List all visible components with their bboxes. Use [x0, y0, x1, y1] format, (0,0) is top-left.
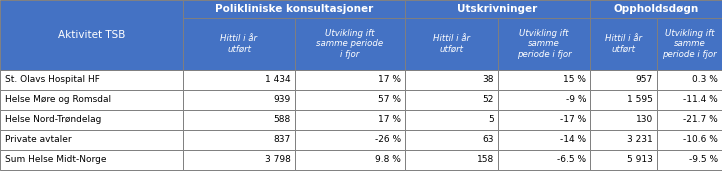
Text: 52: 52 — [482, 95, 494, 105]
Bar — [405, 90, 498, 110]
Bar — [295, 150, 405, 170]
Text: Sum Helse Midt-Norge: Sum Helse Midt-Norge — [5, 155, 107, 164]
Bar — [405, 150, 498, 170]
Text: 939: 939 — [274, 95, 291, 105]
Text: 130: 130 — [636, 116, 653, 125]
Text: -21.7 %: -21.7 % — [683, 116, 718, 125]
Bar — [295, 90, 405, 110]
Bar — [183, 90, 295, 110]
Bar — [657, 70, 722, 90]
Text: Aktivitet TSB: Aktivitet TSB — [58, 30, 125, 40]
Text: 588: 588 — [274, 116, 291, 125]
Text: 57 %: 57 % — [378, 95, 401, 105]
Bar — [0, 110, 183, 130]
Bar — [183, 70, 295, 90]
Text: Utvikling ift
samme periode
i fjor: Utvikling ift samme periode i fjor — [316, 29, 383, 59]
Text: -14 %: -14 % — [560, 136, 586, 144]
Bar — [498, 110, 590, 130]
Bar — [498, 130, 590, 150]
Text: Hittil i år
utført: Hittil i år utført — [605, 34, 642, 54]
Bar — [405, 0, 590, 18]
Text: Polikliniske konsultasjoner: Polikliniske konsultasjoner — [215, 4, 373, 14]
Text: 9.8 %: 9.8 % — [375, 155, 401, 164]
Text: Utvikling ift
samme
periode i fjor: Utvikling ift samme periode i fjor — [662, 29, 717, 59]
Text: Utskrivninger: Utskrivninger — [457, 4, 538, 14]
Text: 957: 957 — [636, 76, 653, 84]
Bar — [0, 0, 183, 70]
Text: 17 %: 17 % — [378, 76, 401, 84]
Bar — [405, 110, 498, 130]
Text: 837: 837 — [274, 136, 291, 144]
Bar — [295, 110, 405, 130]
Text: 158: 158 — [477, 155, 494, 164]
Bar — [295, 70, 405, 90]
Bar — [590, 90, 657, 110]
Text: 3 231: 3 231 — [627, 136, 653, 144]
Bar — [498, 18, 590, 70]
Bar — [657, 130, 722, 150]
Text: Helse Nord-Trøndelag: Helse Nord-Trøndelag — [5, 116, 101, 125]
Bar — [657, 90, 722, 110]
Text: -9 %: -9 % — [565, 95, 586, 105]
Text: 63: 63 — [482, 136, 494, 144]
Bar — [590, 0, 722, 18]
Bar — [405, 18, 498, 70]
Bar — [183, 130, 295, 150]
Bar — [590, 110, 657, 130]
Text: Utvikling ift
samme
periode i fjor: Utvikling ift samme periode i fjor — [517, 29, 571, 59]
Bar — [0, 150, 183, 170]
Text: 5 913: 5 913 — [627, 155, 653, 164]
Bar — [0, 130, 183, 150]
Text: Private avtaler: Private avtaler — [5, 136, 71, 144]
Text: 0.3 %: 0.3 % — [692, 76, 718, 84]
Bar — [183, 0, 405, 18]
Text: 15 %: 15 % — [563, 76, 586, 84]
Bar — [183, 110, 295, 130]
Bar — [295, 18, 405, 70]
Text: Hittil i år
utført: Hittil i år utført — [433, 34, 470, 54]
Text: -26 %: -26 % — [375, 136, 401, 144]
Bar — [183, 150, 295, 170]
Bar — [405, 70, 498, 90]
Text: Oppholdsdøgn: Oppholdsdøgn — [614, 4, 699, 14]
Bar — [657, 110, 722, 130]
Bar — [657, 18, 722, 70]
Bar — [590, 18, 657, 70]
Text: -11.4 %: -11.4 % — [683, 95, 718, 105]
Text: 3 798: 3 798 — [265, 155, 291, 164]
Text: St. Olavs Hospital HF: St. Olavs Hospital HF — [5, 76, 100, 84]
Text: -9.5 %: -9.5 % — [689, 155, 718, 164]
Text: 17 %: 17 % — [378, 116, 401, 125]
Bar — [590, 150, 657, 170]
Text: 5: 5 — [488, 116, 494, 125]
Text: 1 434: 1 434 — [266, 76, 291, 84]
Bar — [590, 130, 657, 150]
Text: Helse Møre og Romsdal: Helse Møre og Romsdal — [5, 95, 111, 105]
Text: -6.5 %: -6.5 % — [557, 155, 586, 164]
Text: 1 595: 1 595 — [627, 95, 653, 105]
Bar — [183, 18, 295, 70]
Bar — [0, 70, 183, 90]
Bar — [590, 70, 657, 90]
Bar — [295, 130, 405, 150]
Bar — [498, 90, 590, 110]
Bar — [0, 90, 183, 110]
Bar — [498, 70, 590, 90]
Bar — [405, 130, 498, 150]
Text: -10.6 %: -10.6 % — [683, 136, 718, 144]
Bar — [657, 150, 722, 170]
Text: -17 %: -17 % — [560, 116, 586, 125]
Text: Hittil i år
utført: Hittil i år utført — [220, 34, 258, 54]
Text: 38: 38 — [482, 76, 494, 84]
Bar — [498, 150, 590, 170]
